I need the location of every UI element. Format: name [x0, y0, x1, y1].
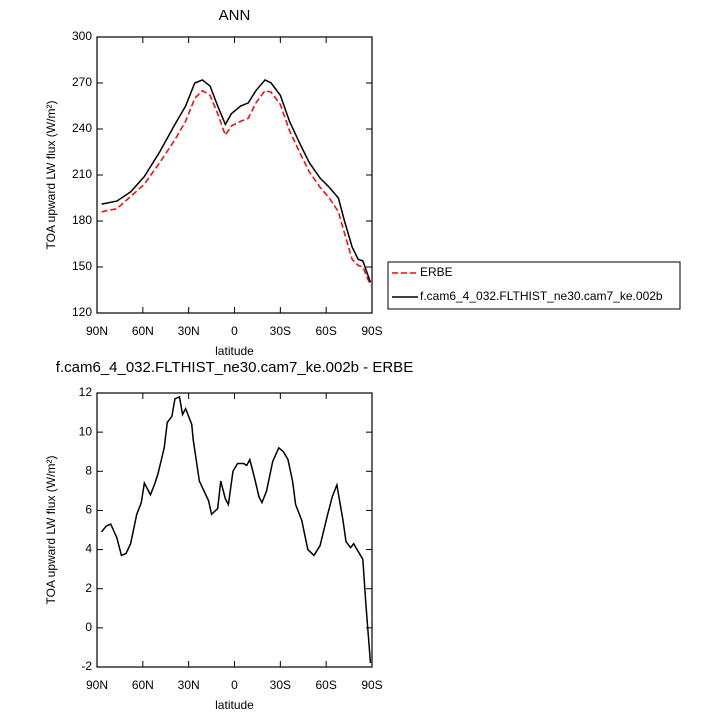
y-tick-label: 300 [72, 29, 92, 43]
y-tick-label: 2 [85, 581, 92, 595]
x-tick-label: 30S [270, 324, 291, 338]
y-tick-label: 4 [85, 542, 92, 556]
x-tick-label: 60S [315, 678, 336, 692]
y-axis-label: TOA upward LW flux (W/m²) [44, 456, 58, 605]
x-axis-label: latitude [215, 344, 254, 358]
x-tick-label: 0 [231, 324, 238, 338]
y-tick-label: -2 [81, 659, 92, 673]
x-tick-label: 90S [361, 678, 382, 692]
x-tick-label: 60N [132, 678, 154, 692]
y-tick-label: 10 [79, 424, 93, 438]
x-axis-label: latitude [215, 698, 254, 712]
y-tick-label: 8 [85, 463, 92, 477]
chart-title: f.cam6_4_032.FLTHIST_ne30.cam7_ke.002b -… [56, 359, 413, 376]
y-tick-label: 150 [72, 259, 92, 273]
x-tick-label: 60S [315, 324, 336, 338]
y-tick-label: 0 [85, 620, 92, 634]
x-tick-label: 90N [86, 324, 108, 338]
data-line [100, 395, 372, 664]
x-tick-label: 90S [361, 324, 382, 338]
data-line [101, 78, 372, 283]
y-tick-label: 12 [79, 385, 93, 399]
x-tick-label: 30N [178, 678, 200, 692]
y-tick-label: 180 [72, 213, 92, 227]
y-axis-label: TOA upward LW flux (W/m²) [44, 101, 58, 250]
x-tick-label: 30N [178, 324, 200, 338]
x-tick-label: 30S [270, 678, 291, 692]
y-tick-label: 6 [85, 503, 92, 517]
legend-label: f.cam6_4_032.FLTHIST_ne30.cam7_ke.002b [420, 289, 663, 303]
legend-label: ERBE [420, 265, 453, 279]
x-tick-label: 60N [132, 324, 154, 338]
chart-title: ANN [219, 7, 251, 24]
x-tick-label: 90N [86, 678, 108, 692]
x-tick-label: 0 [231, 678, 238, 692]
y-tick-label: 210 [72, 167, 92, 181]
plot-frame [96, 392, 373, 668]
y-tick-label: 240 [72, 121, 92, 135]
legend-box [387, 261, 681, 310]
y-tick-label: 120 [72, 305, 92, 319]
data-line [101, 89, 372, 286]
y-tick-label: 270 [72, 75, 92, 89]
plot-frame [96, 36, 373, 314]
